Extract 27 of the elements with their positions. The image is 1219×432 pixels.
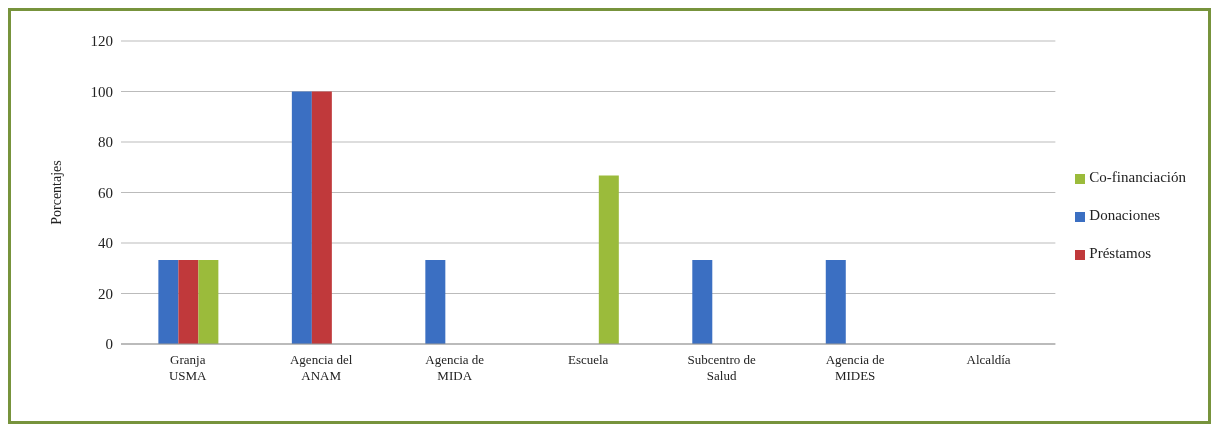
x-tick-label: Agencia de MIDES [825,352,885,383]
x-tick-label: Granja USMA [168,352,208,383]
y-tick-label: 40 [98,235,113,252]
legend-label: Co-financiación [1089,169,1186,185]
y-tick-label: 20 [98,285,113,302]
bar [311,91,332,344]
y-axis-title: Porcentajes [48,160,64,225]
y-tick-label: 120 [90,33,113,50]
bar [198,259,219,344]
bar [291,91,312,344]
y-tick-label: 60 [98,184,113,201]
y-tick-label: 0 [105,336,113,353]
y-tick-label: 80 [98,134,113,151]
bar [825,259,846,344]
x-tick-label: Agencia de MIDA [425,352,485,383]
x-tick-label: Agencia del ANAM [289,352,353,383]
bar [425,259,446,344]
bar [692,259,713,344]
legend-label: Donaciones [1089,207,1161,223]
bar [158,259,179,344]
bar [598,175,619,344]
bar [178,259,199,344]
x-tick-label: Alcaldía [966,352,1011,367]
legend-label: Préstamos [1089,245,1152,261]
y-tick-label: 100 [90,83,113,100]
x-tick-label: Escuela [567,352,609,367]
x-tick-label: Subcentro de Salud [687,352,756,383]
